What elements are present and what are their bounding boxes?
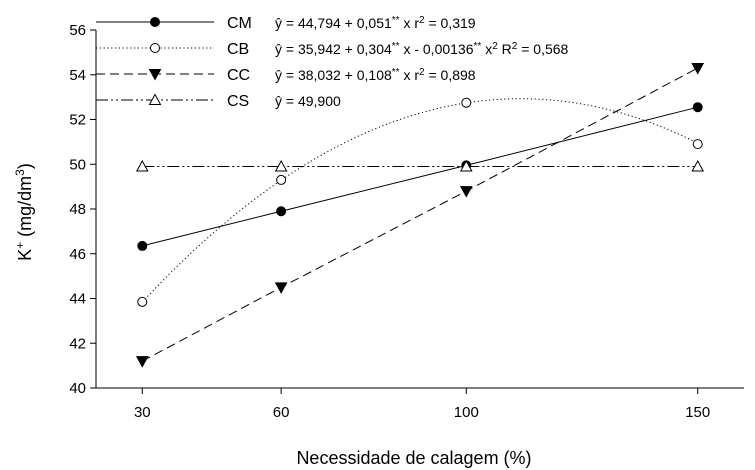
series-line bbox=[142, 106, 698, 247]
y-axis-title-sup: + bbox=[13, 242, 27, 249]
y-tick-label: 46 bbox=[69, 246, 86, 263]
data-point bbox=[135, 159, 149, 172]
series-cs bbox=[135, 159, 705, 172]
series-cc bbox=[135, 63, 705, 368]
data-point bbox=[274, 282, 288, 294]
y-tick-label: 40 bbox=[69, 380, 86, 397]
series-cb bbox=[137, 97, 703, 307]
legend-label-cs: CS bbox=[227, 93, 249, 110]
legend-marker-cb bbox=[150, 43, 160, 53]
x-tick-label: 60 bbox=[273, 404, 290, 421]
y-tick-label: 54 bbox=[69, 67, 86, 84]
data-point bbox=[135, 356, 149, 368]
y-tick-label: 50 bbox=[69, 156, 86, 173]
x-tick-label: 30 bbox=[134, 404, 151, 421]
y-tick-label: 42 bbox=[69, 335, 86, 352]
data-point bbox=[137, 296, 148, 307]
legend-label-cc: CC bbox=[227, 67, 250, 84]
legend-label-cm: CM bbox=[227, 15, 252, 32]
data-point bbox=[274, 159, 288, 172]
y-axis-title-unit: (mg/dm bbox=[15, 176, 35, 242]
y-tick-label: 56 bbox=[69, 22, 86, 39]
data-point bbox=[461, 97, 472, 108]
y-tick-label: 48 bbox=[69, 201, 86, 218]
series-line bbox=[142, 67, 698, 362]
data-point bbox=[276, 174, 287, 185]
y-axis-title-unit-close: ) bbox=[15, 163, 35, 169]
data-point bbox=[692, 139, 703, 150]
x-axis-title: Necessidade de calagem (%) bbox=[296, 448, 531, 468]
legend-label-cb: CB bbox=[227, 41, 249, 58]
data-point bbox=[459, 159, 473, 172]
y-axis-title: K+ (mg/dm3) bbox=[13, 163, 35, 261]
data-point bbox=[459, 186, 473, 198]
data-point bbox=[691, 63, 705, 75]
legend-marker-cm bbox=[150, 17, 160, 27]
legend-marker-cs bbox=[148, 93, 162, 105]
data-point bbox=[276, 206, 287, 217]
legend-equation-cc: ŷ = 38,032 + 0,108** x r2 = 0,898 bbox=[275, 67, 476, 84]
y-tick-label: 44 bbox=[69, 291, 86, 308]
legend-equation-cm: ŷ = 44,794 + 0,051** x r2 = 0,319 bbox=[275, 15, 476, 32]
series-line bbox=[141, 98, 698, 303]
y-axis-title-base: K bbox=[15, 249, 35, 261]
x-tick-label: 100 bbox=[454, 404, 479, 421]
data-point bbox=[691, 159, 705, 172]
x-tick-label: 150 bbox=[685, 404, 710, 421]
legend-equation-cs: ŷ = 49,900 bbox=[275, 93, 341, 109]
data-point bbox=[692, 102, 703, 113]
legend-equation-cb: ŷ = 35,942 + 0,304** x - 0,00136** x2 R2… bbox=[275, 41, 569, 58]
data-point bbox=[137, 240, 148, 251]
y-tick-label: 52 bbox=[69, 112, 86, 129]
series-cm bbox=[137, 102, 703, 251]
series-layer bbox=[135, 63, 705, 368]
legend-marker-cc bbox=[148, 69, 162, 81]
y-axis-title-unit-sup: 3 bbox=[13, 169, 27, 176]
axes: 40 42 44 46 48 50 52 54 56 30 60 100 150 bbox=[69, 22, 744, 421]
legend: CM ŷ = 44,794 + 0,051** x r2 = 0,319 CB ŷ =… bbox=[96, 15, 569, 110]
